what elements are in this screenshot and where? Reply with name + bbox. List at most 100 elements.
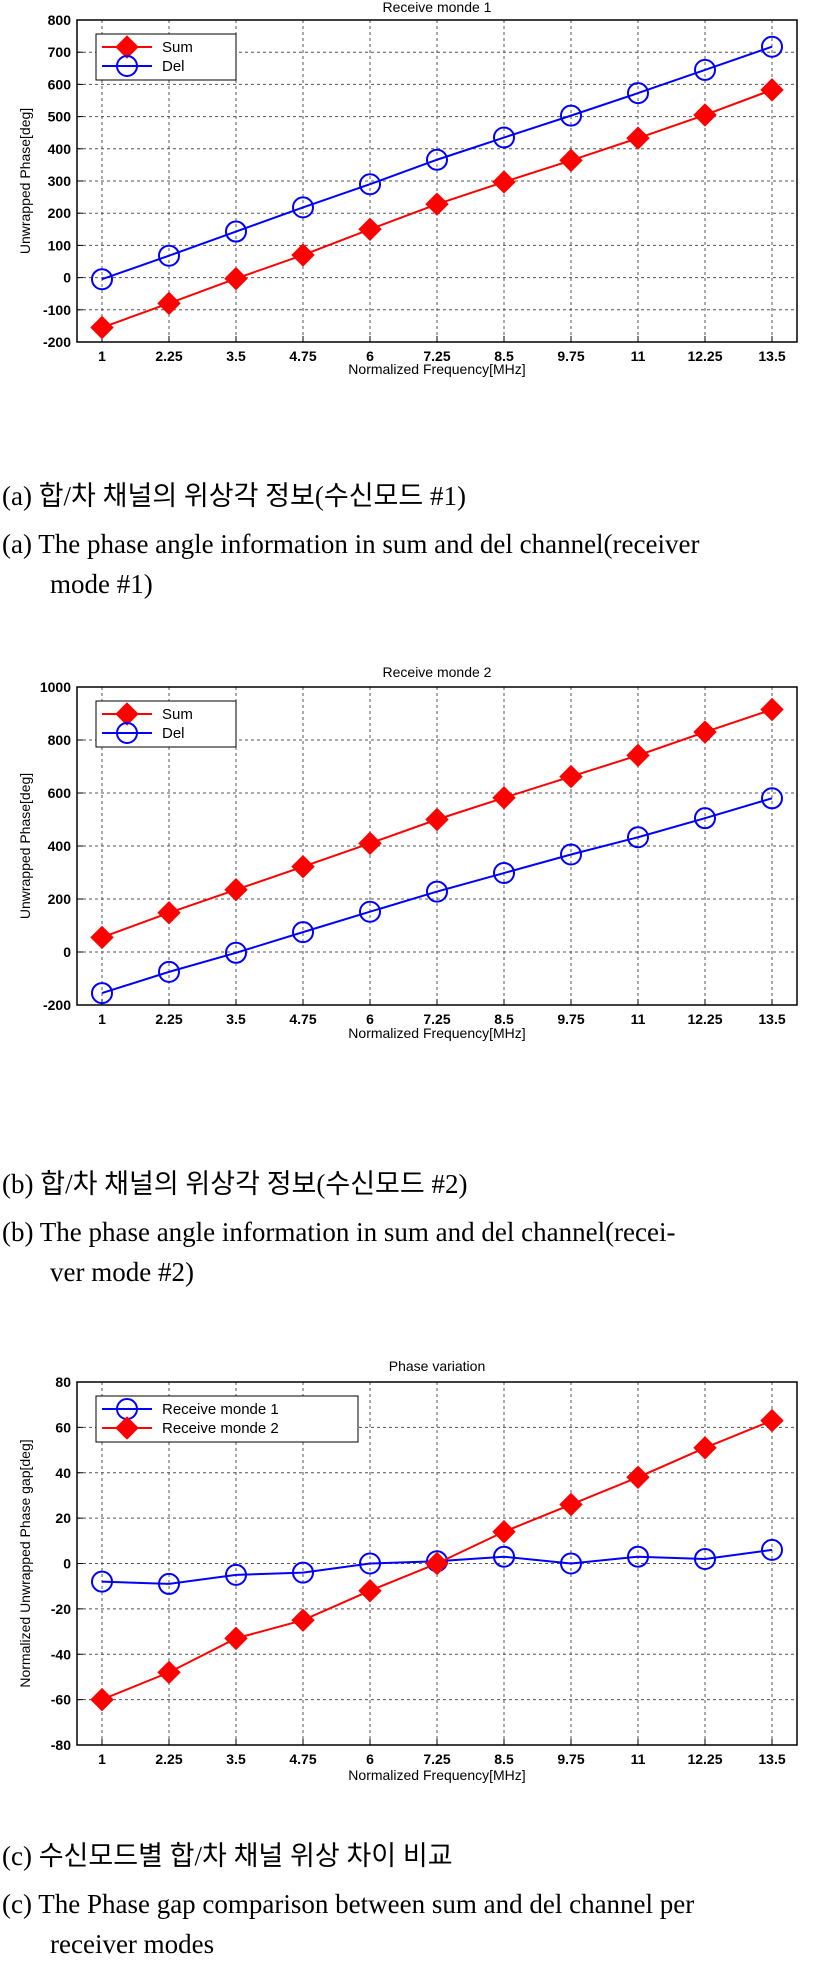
x-tick-label: 4.75 <box>289 1751 316 1767</box>
data-point <box>761 787 783 810</box>
x-tick-label: 9.75 <box>557 1751 584 1767</box>
data-point <box>157 901 181 925</box>
x-tick-label: 13.5 <box>758 348 785 364</box>
caption-a-korean: (a) 합/차 채널의 위상각 정보(수신모드 #1) <box>2 481 466 511</box>
x-tick-label: 3.5 <box>226 348 246 364</box>
x-tick-label: 2.25 <box>155 1751 182 1767</box>
caption-b: (b) 합/차 채널의 위상각 정보(수신모드 #2) (b) The phas… <box>0 1140 827 1300</box>
x-tick-label: 12.25 <box>687 348 722 364</box>
y-tick-label: 0 <box>63 944 71 960</box>
y-tick-label: 800 <box>48 732 72 748</box>
y-tick-label: 1000 <box>40 679 71 695</box>
x-tick-label: 7.25 <box>423 1011 450 1027</box>
y-axis-label: Unwrapped Phase[deg] <box>17 773 33 919</box>
y-tick-label: 500 <box>48 109 72 125</box>
data-point <box>760 1408 784 1433</box>
series-del <box>91 787 783 1005</box>
x-tick-label: 11 <box>631 348 646 364</box>
x-tick-label: 2.25 <box>155 1011 182 1027</box>
legend-label: Del <box>162 58 185 75</box>
data-point <box>493 126 515 149</box>
x-tick-label: 9.75 <box>557 348 584 364</box>
data-point <box>426 880 448 903</box>
data-point <box>627 826 649 849</box>
data-point <box>425 192 449 216</box>
y-tick-label: 80 <box>55 1374 71 1390</box>
y-axis-label: Normalized Unwrapped Phase gap[deg] <box>17 1439 33 1687</box>
y-tick-label: 0 <box>63 1556 71 1572</box>
x-tick-label: 13.5 <box>758 1751 785 1767</box>
chart-phase-variation: 1 2.25 3.5 4.75 6 7.25 8.5 9.75 11 12.25 13.5-80-6… <box>17 1358 798 1783</box>
y-tick-label: 60 <box>55 1419 71 1435</box>
data-point <box>291 243 315 267</box>
legend-marker <box>116 722 138 744</box>
data-point <box>694 807 716 830</box>
data-point <box>492 170 516 194</box>
y-tick-label: 400 <box>48 838 72 854</box>
data-point <box>158 244 180 267</box>
data-point <box>358 1579 382 1603</box>
x-tick-label: 12.25 <box>687 1011 722 1027</box>
y-tick-label: -60 <box>51 1692 71 1708</box>
chart-receive-mode-2: 1 2.25 3.5 4.75 6 7.25 8.5 9.75 11 12.25 13.5-2000… <box>17 664 798 1041</box>
data-point <box>224 266 248 291</box>
caption-a-english-line2: mode #1) <box>50 569 153 599</box>
caption-c-korean: (c) 수신모드별 합/차 채널 위상 차이 비교 <box>2 1841 453 1871</box>
legend-label: Receive monde 1 <box>162 1401 279 1418</box>
chart-receive-mode-1: 1 2.25 3.5 4.75 6 7.25 8.5 9.75 11 12.25 13.5-200-… <box>17 0 798 377</box>
data-point <box>291 854 315 879</box>
chart-panel-b: 1 2.25 3.5 4.75 6 7.25 8.5 9.75 11 12.25 13.5 -200 0… <box>0 660 827 1140</box>
data-point <box>493 1545 515 1568</box>
x-tick-label: 1 <box>98 348 106 364</box>
data-point <box>492 786 516 810</box>
chart-panel-a: 1 2.25 3.5 4.75 6 7.25 8.5 9.75 11 12.25 13.5 -200-… <box>0 0 827 450</box>
data-point <box>693 720 717 744</box>
data-point <box>224 878 248 902</box>
legend: Receive monde 1 Receive monde 2 <box>95 1395 359 1443</box>
caption-c: (c) 수신모드별 합/차 채널 위상 차이 비교 (c) The Phase … <box>0 1828 827 1970</box>
x-tick-label: 7.25 <box>423 348 450 364</box>
data-point <box>158 1572 180 1595</box>
data-point <box>225 1563 247 1586</box>
legend-label: Sum <box>162 39 193 56</box>
chart-title: Receive monde 2 <box>383 664 492 680</box>
data-point <box>761 35 783 58</box>
y-tick-label: -40 <box>51 1646 71 1662</box>
x-tick-label: 13.5 <box>758 1011 785 1027</box>
data-point <box>358 217 382 242</box>
data-point <box>493 862 515 885</box>
data-point <box>761 1538 783 1561</box>
data-point <box>626 743 650 768</box>
data-point <box>359 900 381 923</box>
caption-b-english-line1: (b) The phase angle information in sum a… <box>2 1217 676 1247</box>
legend-label: Del <box>162 725 185 742</box>
data-point <box>559 764 583 789</box>
data-point <box>626 1465 650 1489</box>
legend-marker <box>116 55 138 77</box>
x-tick-label: 6 <box>366 1751 374 1767</box>
y-tick-label: 0 <box>63 270 71 286</box>
data-point <box>425 1551 449 1576</box>
y-tick-label: 700 <box>48 44 72 60</box>
data-point <box>426 148 448 171</box>
chart-title: Phase variation <box>389 1358 486 1374</box>
data-point <box>492 1520 516 1544</box>
data-point <box>760 697 784 722</box>
data-point <box>91 982 113 1005</box>
x-tick-label: 8.5 <box>494 1011 514 1027</box>
data-point <box>425 807 449 832</box>
x-tick-label: 3.5 <box>226 1011 246 1027</box>
x-tick-label: 1 <box>98 1011 106 1027</box>
x-tick-label: 11 <box>631 1751 646 1767</box>
data-point <box>91 1570 113 1593</box>
legend-label: Receive monde 2 <box>162 1420 279 1437</box>
y-tick-label: 200 <box>48 891 72 907</box>
data-point <box>694 1547 716 1570</box>
x-axis-label: Normalized Frequency[MHz] <box>348 361 525 377</box>
x-tick-label: 12.25 <box>687 1751 722 1767</box>
x-tick-label: 6 <box>366 348 374 364</box>
series-line <box>101 797 773 995</box>
y-tick-label: 100 <box>48 237 72 253</box>
y-tick-label: -80 <box>51 1737 71 1753</box>
data-point <box>627 82 649 105</box>
